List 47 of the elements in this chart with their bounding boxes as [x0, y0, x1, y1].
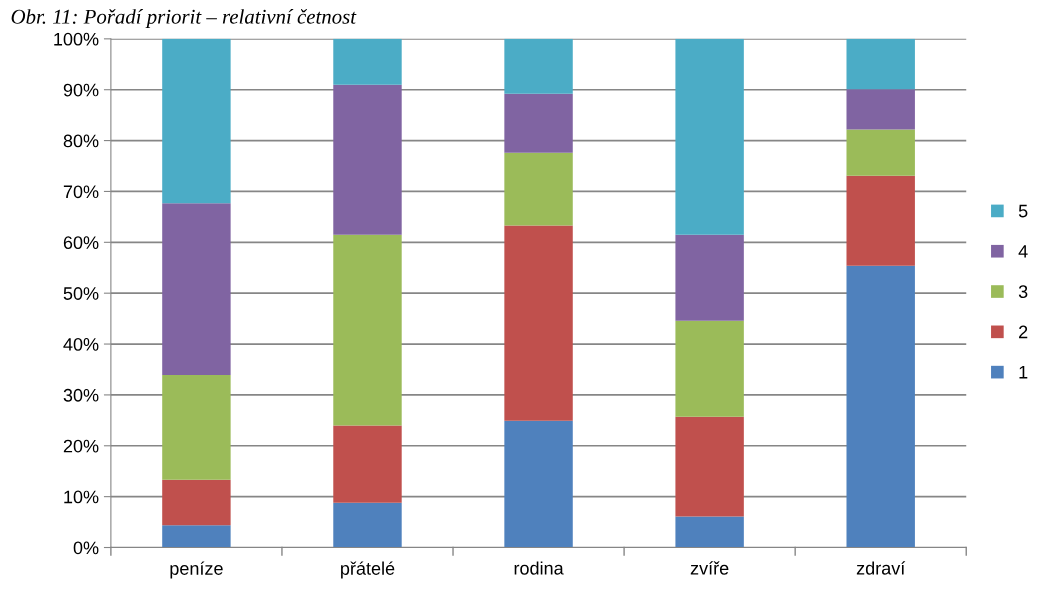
y-tick-label: 30%	[63, 388, 99, 402]
bar	[846, 129, 915, 176]
x-tick-label: rodina	[514, 561, 564, 575]
bar	[162, 525, 231, 548]
bar	[504, 420, 573, 548]
bar	[162, 375, 231, 480]
x-tick-label: zvíře	[690, 561, 729, 575]
bar	[504, 38, 573, 94]
bar	[333, 234, 402, 426]
legend-label: 1	[1019, 366, 1028, 379]
legend-label: 5	[1018, 204, 1028, 218]
x-tick-label: přátelé	[341, 561, 395, 579]
y-tick-label: 40%	[63, 337, 99, 351]
bar	[846, 265, 915, 548]
legend-label: 4	[1018, 245, 1028, 258]
bar	[333, 84, 402, 235]
y-tick-label: 10%	[64, 490, 99, 504]
y-tick-label: 60%	[63, 236, 99, 250]
bar	[162, 38, 231, 204]
y-tick-label: 20%	[63, 439, 99, 453]
bar	[333, 502, 402, 548]
y-tick-label: 0%	[73, 541, 99, 555]
bar	[162, 479, 231, 526]
bar	[504, 225, 573, 421]
legend-label: 3	[1018, 285, 1028, 299]
bar	[675, 234, 744, 321]
bar	[675, 516, 744, 548]
bar	[333, 38, 402, 85]
bar	[333, 425, 402, 503]
bar	[162, 203, 231, 376]
bar	[675, 320, 744, 417]
bar	[504, 93, 573, 153]
bar	[846, 175, 915, 266]
chart-title: Obr. 11: Pořadí priorit – relativní četnost	[11, 9, 357, 29]
bar	[675, 416, 744, 517]
legend-label: 2	[1019, 325, 1028, 339]
bar	[675, 38, 744, 235]
y-tick-label: 70%	[63, 185, 99, 199]
y-tick-label: 80%	[63, 134, 99, 148]
bar	[846, 89, 915, 130]
y-tick-label: 50%	[63, 287, 99, 300]
bar	[504, 152, 573, 226]
bar	[846, 38, 915, 90]
x-tick-label: peníze	[170, 561, 223, 579]
x-tick-label: zdraví	[856, 561, 906, 575]
y-tick-label: 90%	[63, 83, 99, 97]
y-tick-label: 100%	[54, 32, 99, 46]
